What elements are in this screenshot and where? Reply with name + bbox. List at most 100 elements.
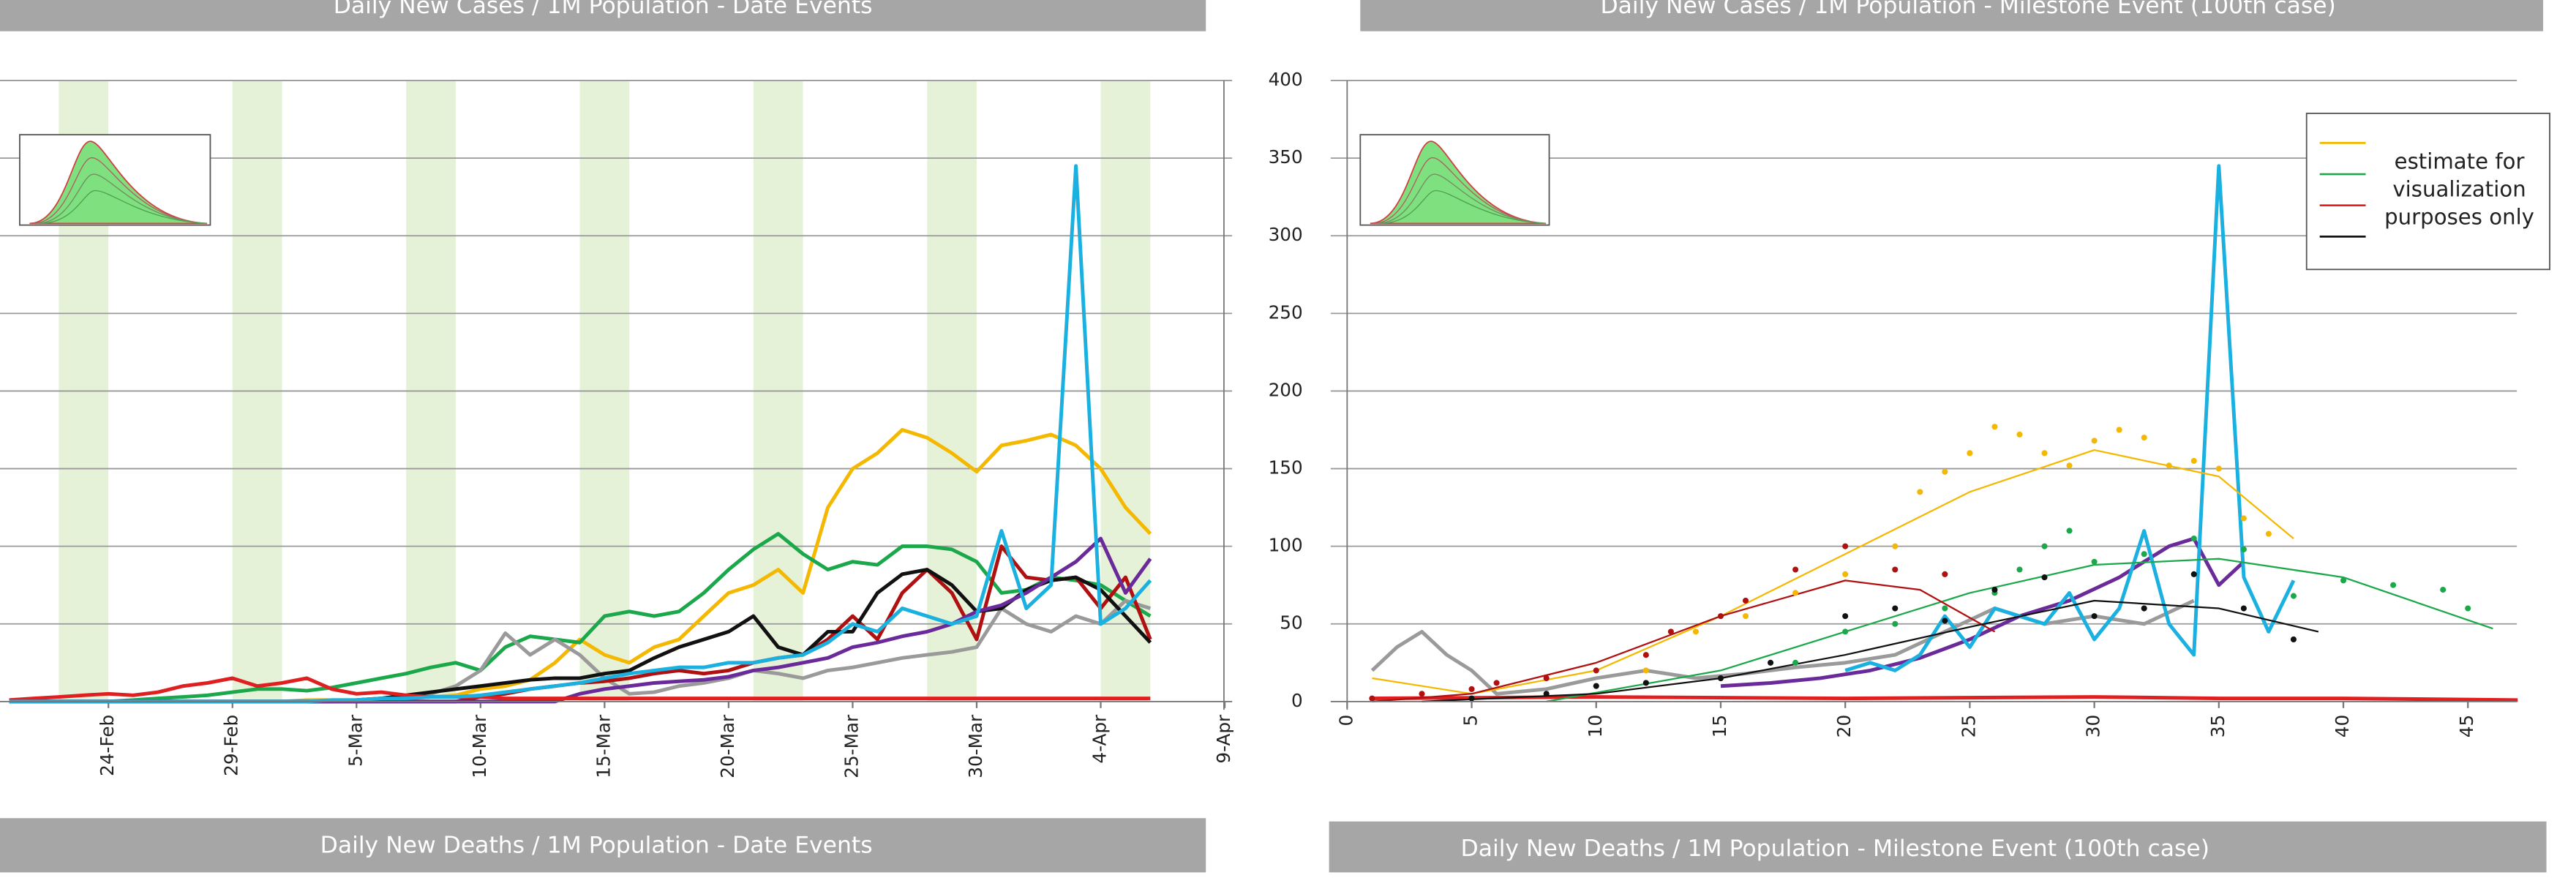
chart-title: Daily New Cases / 1M Population - Milest… xyxy=(1600,0,2335,19)
x-tick-label: 5-Mar xyxy=(345,714,366,767)
data-point xyxy=(2240,605,2247,612)
banner xyxy=(0,818,1206,873)
inset-icon xyxy=(19,134,211,226)
data-point xyxy=(1942,605,1948,612)
data-point xyxy=(1468,686,1475,692)
data-point xyxy=(1842,543,1849,549)
data-point xyxy=(2041,574,2048,581)
data-point xyxy=(1917,489,1923,495)
data-point xyxy=(2091,438,2098,444)
data-point xyxy=(1942,571,1948,577)
data-point xyxy=(2041,450,2048,457)
legend-text: visualization xyxy=(2392,176,2526,201)
data-point xyxy=(1369,695,1375,702)
x-tick-label: 40 xyxy=(2332,715,2353,737)
data-point xyxy=(1419,691,1425,697)
data-point xyxy=(2440,587,2447,593)
data-point xyxy=(2265,530,2272,537)
y-tick-label: 50 xyxy=(1280,612,1302,634)
data-point xyxy=(2016,566,2023,573)
data-point xyxy=(1892,543,1899,549)
data-point xyxy=(2340,577,2347,584)
x-tick-label: 15 xyxy=(1709,715,1730,737)
data-point xyxy=(1792,659,1799,666)
data-point xyxy=(2390,582,2397,588)
data-point xyxy=(1642,680,1649,686)
data-point xyxy=(1742,613,1749,620)
data-point xyxy=(1493,680,1500,686)
series-line xyxy=(1372,695,2518,702)
data-point xyxy=(1792,566,1799,573)
series-line xyxy=(9,676,1151,702)
data-point xyxy=(2066,462,2073,469)
data-point xyxy=(1768,659,1774,666)
x-tick-label: 4-Apr xyxy=(1089,714,1111,764)
x-tick-label: 30-Mar xyxy=(965,714,986,778)
x-tick-label: 25 xyxy=(1958,715,1979,737)
y-tick-label: 100 xyxy=(1269,535,1303,556)
series-line xyxy=(9,532,1152,704)
x-tick-label: 45 xyxy=(2456,715,2477,737)
legend-text: purposes only xyxy=(2384,205,2534,230)
fit-curve xyxy=(1372,448,2294,695)
series-line xyxy=(1844,164,2296,672)
charts: 24-Feb 29-Feb 5-Mar 10-Mar 15-Mar 20-Mar 25-Ma… xyxy=(0,69,2550,778)
y-tick-label: 200 xyxy=(1269,379,1303,400)
x-tick-label: 25-Mar xyxy=(841,714,862,778)
data-point xyxy=(2091,558,2098,565)
data-point xyxy=(1543,675,1550,682)
x-tick-label: 35 xyxy=(2207,715,2228,737)
x-tick-label: 30 xyxy=(2083,715,2104,737)
data-point xyxy=(2290,636,2297,643)
data-point xyxy=(2215,465,2222,472)
fit-curve xyxy=(1546,557,2493,702)
series-line xyxy=(1720,536,2245,688)
data-point xyxy=(1991,587,1998,593)
data-point xyxy=(2190,536,2197,542)
data-point xyxy=(1792,590,1799,596)
inset-icon xyxy=(1359,134,1550,226)
data-point xyxy=(1892,605,1899,612)
data-point xyxy=(1642,652,1649,658)
data-point xyxy=(2240,515,2247,522)
legend-text: estimate for xyxy=(2395,149,2525,173)
x-tick-label: 20 xyxy=(1833,715,1855,737)
data-point xyxy=(2091,613,2098,620)
data-point xyxy=(1742,597,1749,604)
y-tick-label: 300 xyxy=(1269,224,1303,245)
x-tick-label: 9-Apr xyxy=(1213,714,1234,764)
x-tick-label: 0 xyxy=(1335,715,1356,727)
data-point xyxy=(1942,617,1948,624)
data-point xyxy=(2465,605,2471,612)
data-point xyxy=(1593,683,1599,689)
data-point xyxy=(1842,571,1849,577)
data-point xyxy=(1892,620,1899,627)
y-tick-label: 0 xyxy=(1291,690,1303,711)
banner xyxy=(1329,821,2547,873)
data-point xyxy=(1642,667,1649,674)
data-point xyxy=(1842,628,1849,635)
banner xyxy=(0,0,1206,31)
x-tick-label: 29-Feb xyxy=(221,715,242,776)
data-point xyxy=(2141,551,2147,557)
data-point xyxy=(2041,543,2048,549)
data-point xyxy=(2116,427,2122,433)
chart-title: Daily New Cases / 1M Population - Date E… xyxy=(334,0,873,19)
data-point xyxy=(1991,424,1998,430)
section-title: Daily New Deaths / 1M Population - Miles… xyxy=(1461,836,2209,862)
y-tick-label: 150 xyxy=(1269,457,1303,478)
data-point xyxy=(1892,566,1899,573)
data-point xyxy=(2166,462,2172,469)
section-title: Daily New Deaths / 1M Population - Date … xyxy=(320,832,873,858)
banner xyxy=(1360,0,2544,31)
x-tick-label: 24-Feb xyxy=(97,715,118,776)
data-point xyxy=(2240,546,2247,552)
data-point xyxy=(2190,457,2197,464)
data-point xyxy=(2066,528,2073,534)
data-point xyxy=(1543,691,1550,697)
data-point xyxy=(2016,431,2023,438)
data-point xyxy=(1667,628,1674,635)
data-point xyxy=(2190,571,2197,577)
data-point xyxy=(1717,613,1724,620)
